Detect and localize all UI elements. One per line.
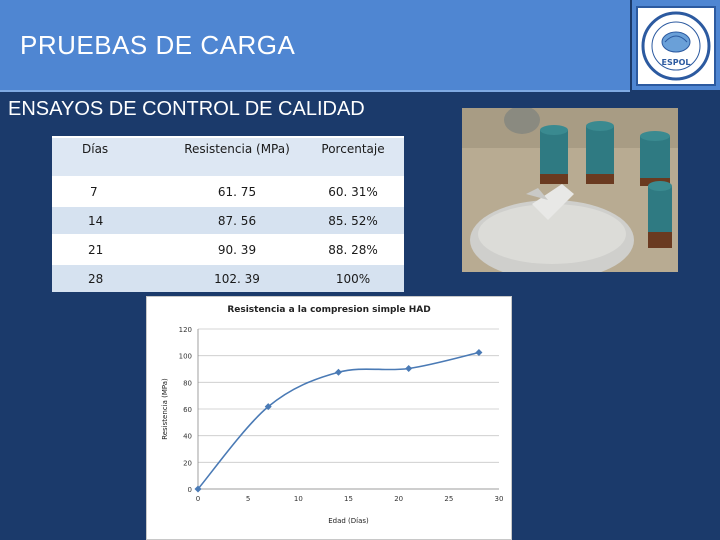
results-table: Días Resistencia (MPa) Porcentaje 7 61. … xyxy=(52,136,404,292)
y-tick-label: 20 xyxy=(183,459,192,467)
y-tick-label: 60 xyxy=(183,406,192,414)
resistance-chart: Resistencia a la compresion simple HAD 0… xyxy=(146,296,512,540)
cell-days: 21 xyxy=(52,234,172,264)
chart-title: Resistencia a la compresion simple HAD xyxy=(227,305,431,315)
table-row: 14 87. 56 85. 52% xyxy=(52,205,404,235)
table-header-row: Días Resistencia (MPa) Porcentaje xyxy=(52,136,404,177)
table-row: 21 90. 39 88. 28% xyxy=(52,234,404,264)
y-tick-label: 120 xyxy=(179,326,192,334)
x-tick-label: 5 xyxy=(246,495,250,503)
data-point xyxy=(334,368,342,376)
cell-resistance: 61. 75 xyxy=(172,176,302,206)
cell-percentage: 88. 28% xyxy=(302,234,404,264)
espol-seal-icon: ESPOL xyxy=(636,6,716,86)
table-row: 7 61. 75 60. 31% xyxy=(52,176,404,206)
table-row: 28 102. 39 100% xyxy=(52,263,404,292)
header-days: Días xyxy=(52,136,172,177)
section-subtitle: ENSAYOS DE CONTROL DE CALIDAD xyxy=(8,98,365,120)
y-axis-label: Resistencia (MPa) xyxy=(161,378,169,440)
y-tick-label: 80 xyxy=(183,379,192,387)
cell-resistance: 102. 39 xyxy=(172,263,302,292)
x-tick-label: 10 xyxy=(294,495,303,503)
x-tick-label: 20 xyxy=(394,495,403,503)
concrete-cylinders-photo xyxy=(462,108,678,272)
cell-percentage: 100% xyxy=(302,263,404,292)
data-point xyxy=(405,364,413,372)
chart-plot: 0 20 40 60 80 100 120 0 5 10 15 20 25 30 Edad (Días) Re… xyxy=(161,326,504,525)
cell-percentage: 85. 52% xyxy=(302,205,404,235)
page-title: PRUEBAS DE CARGA xyxy=(20,30,296,60)
cell-days: 28 xyxy=(52,263,172,292)
y-tick-label: 40 xyxy=(183,433,192,441)
x-axis-label: Edad (Días) xyxy=(328,517,369,525)
logo-text: ESPOL xyxy=(662,58,691,67)
cell-days: 14 xyxy=(52,205,172,235)
data-point xyxy=(475,348,483,356)
y-tick-label: 0 xyxy=(188,486,192,494)
header-percentage: Porcentaje xyxy=(302,136,404,177)
cell-days: 7 xyxy=(52,176,172,206)
x-tick-label: 30 xyxy=(495,495,504,503)
logo-container: ESPOL xyxy=(632,0,720,90)
cell-resistance: 90. 39 xyxy=(172,234,302,264)
x-tick-label: 0 xyxy=(196,495,200,503)
data-point xyxy=(194,485,202,493)
x-tick-label: 15 xyxy=(344,495,353,503)
header-resistance: Resistencia (MPa) xyxy=(172,136,302,177)
cell-percentage: 60. 31% xyxy=(302,176,404,206)
y-tick-label: 100 xyxy=(179,353,192,361)
data-point xyxy=(264,403,272,411)
x-tick-label: 25 xyxy=(444,495,453,503)
cell-resistance: 87. 56 xyxy=(172,205,302,235)
header-bar: PRUEBAS DE CARGA xyxy=(0,0,630,92)
